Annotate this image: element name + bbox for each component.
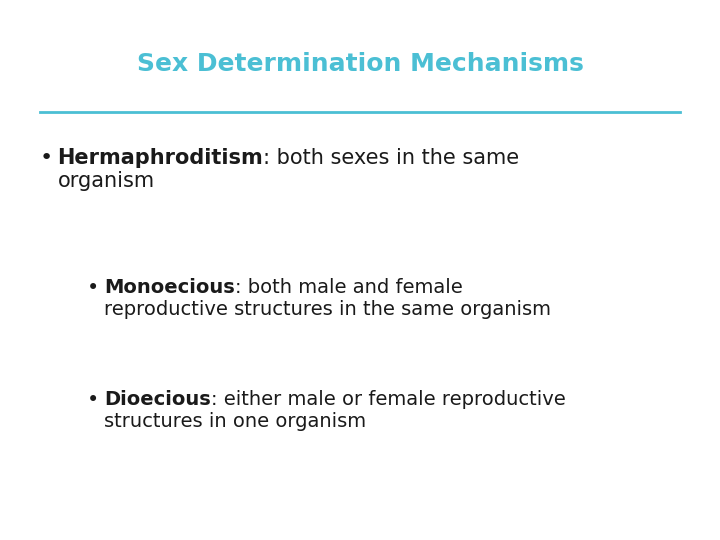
Text: : both male and female: : both male and female [235, 278, 463, 297]
Text: Dioecious: Dioecious [104, 390, 211, 409]
Text: Hermaphroditism: Hermaphroditism [58, 148, 264, 168]
Text: organism: organism [58, 171, 155, 191]
Text: Sex Determination Mechanisms: Sex Determination Mechanisms [137, 52, 583, 76]
Text: •: • [86, 390, 99, 410]
Text: : either male or female reproductive: : either male or female reproductive [211, 390, 566, 409]
Text: structures in one organism: structures in one organism [104, 411, 366, 431]
Text: : both sexes in the same: : both sexes in the same [264, 148, 519, 168]
Text: reproductive structures in the same organism: reproductive structures in the same orga… [104, 300, 552, 319]
Text: Monoecious: Monoecious [104, 278, 235, 297]
Text: •: • [40, 148, 53, 168]
Text: •: • [86, 278, 99, 298]
